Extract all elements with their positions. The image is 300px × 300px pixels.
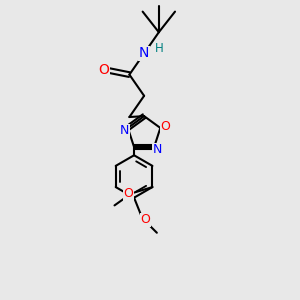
Text: N: N [139,46,149,60]
Text: O: O [123,187,133,200]
Text: N: N [120,124,129,137]
Text: O: O [160,120,170,133]
Text: H: H [155,42,164,55]
Text: N: N [153,143,162,157]
Text: O: O [140,213,150,226]
Text: O: O [98,63,109,77]
